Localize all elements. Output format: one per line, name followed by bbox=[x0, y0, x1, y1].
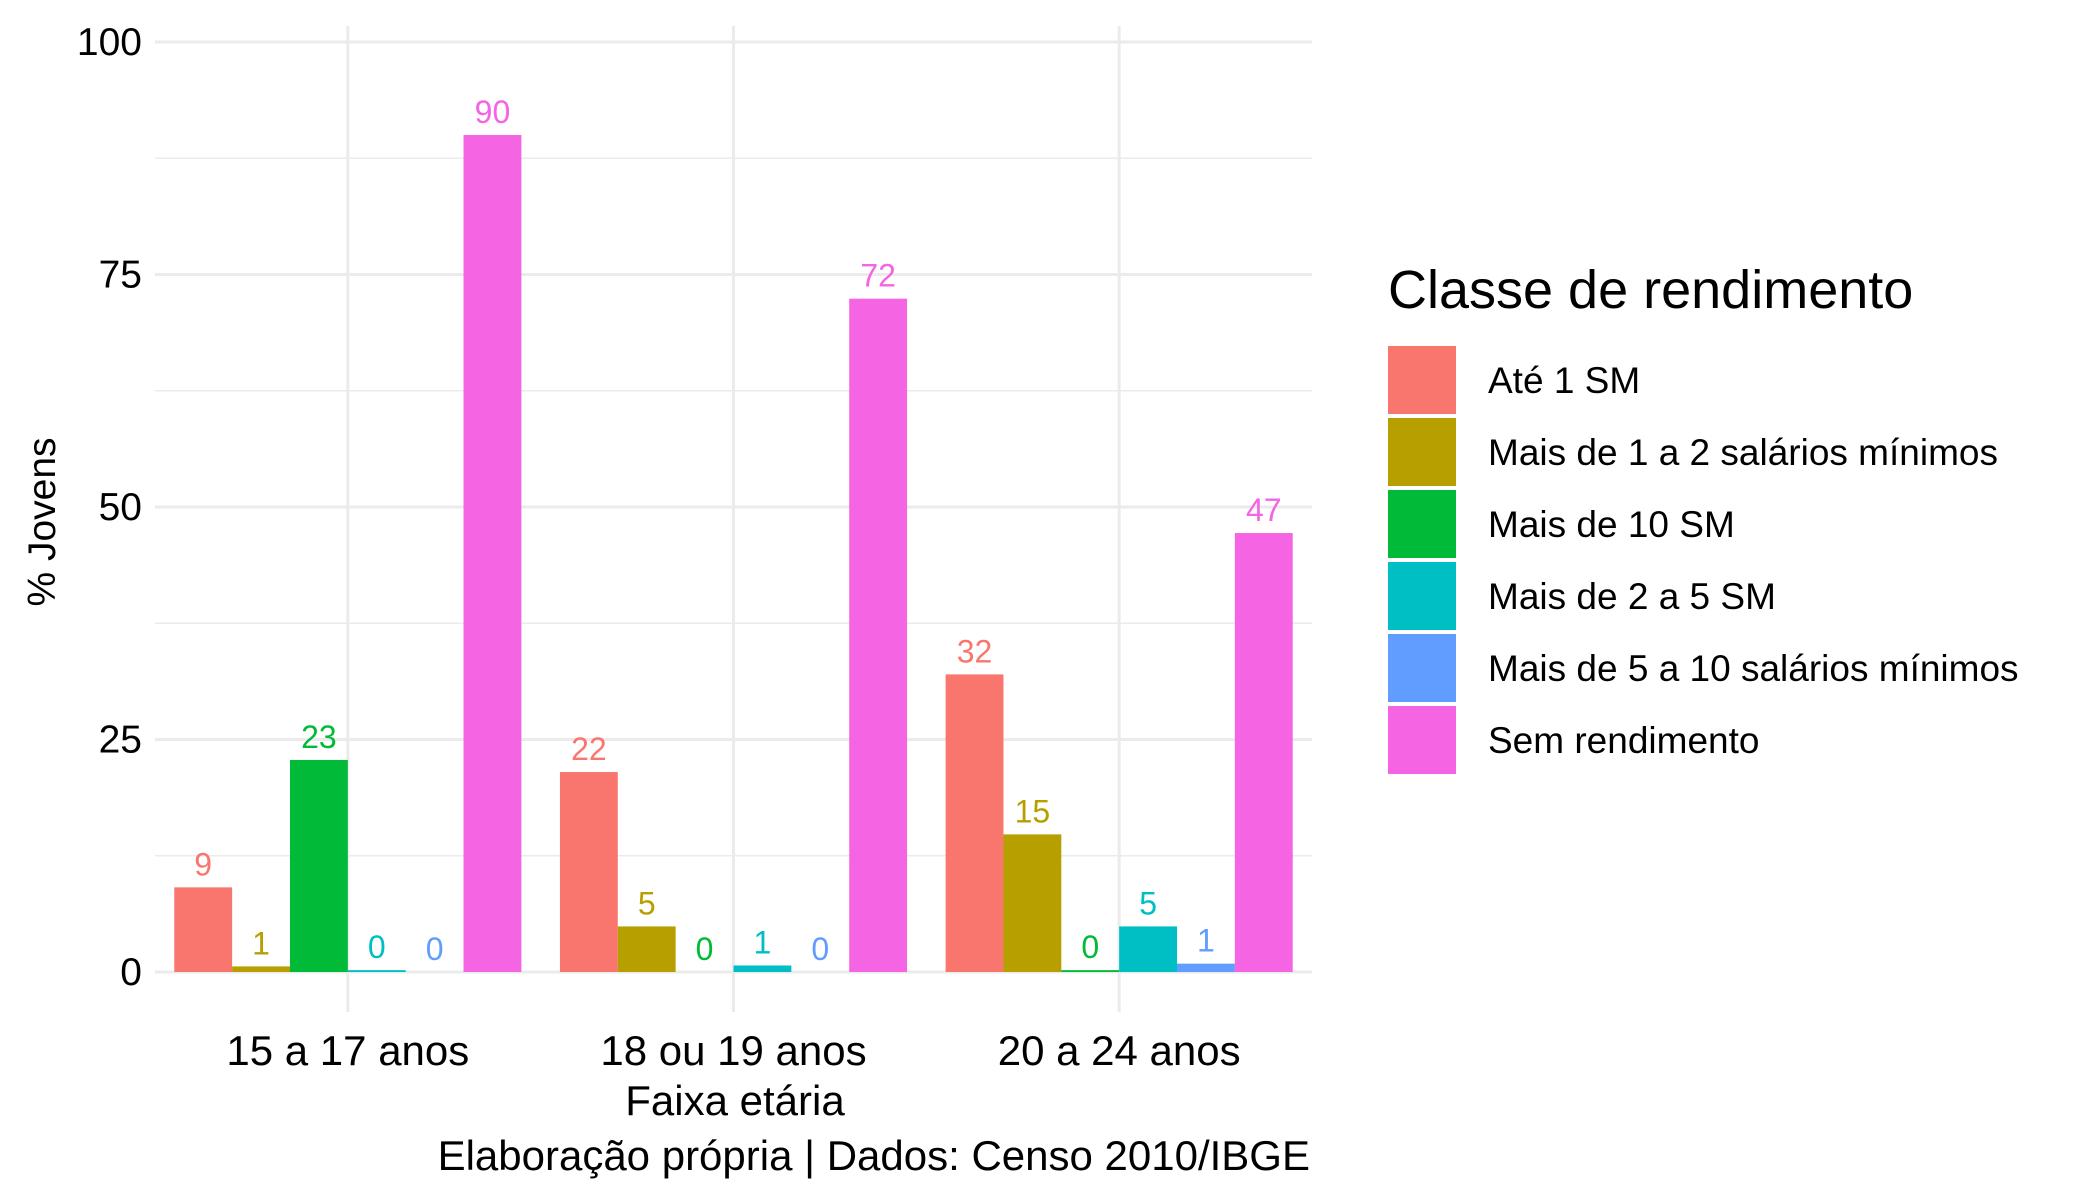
legend: Classe de rendimento Até 1 SM Mais de 1 a… bbox=[1388, 260, 2019, 774]
bar-value-label: 0 bbox=[368, 929, 386, 965]
bar-value-label: 0 bbox=[811, 931, 829, 967]
bar-value-label: 1 bbox=[252, 925, 270, 961]
bar bbox=[617, 926, 676, 972]
legend-label: Mais de 2 a 5 SM bbox=[1488, 576, 1776, 617]
x-tick-label: 15 a 17 anos bbox=[226, 1027, 469, 1074]
y-tick-label: 50 bbox=[99, 486, 142, 529]
x-axis: 15 a 17 anos 18 ou 19 anos 20 a 24 anos bbox=[226, 1027, 1240, 1074]
y-tick-label: 100 bbox=[77, 21, 142, 64]
legend-swatch bbox=[1388, 634, 1456, 702]
legend-label: Mais de 10 SM bbox=[1488, 504, 1735, 545]
x-tick-label: 20 a 24 anos bbox=[998, 1027, 1241, 1074]
bar bbox=[289, 759, 348, 972]
legend-label: Mais de 5 a 10 salários mínimos bbox=[1488, 648, 2019, 689]
bar-value-label: 23 bbox=[301, 719, 337, 755]
bar-value-label: 0 bbox=[1081, 929, 1099, 965]
chart-caption: Elaboração própria | Dados: Censo 2010/I… bbox=[438, 1132, 1310, 1179]
bars bbox=[174, 135, 1293, 972]
legend-swatch bbox=[1388, 418, 1456, 486]
bar-value-label: 32 bbox=[957, 633, 993, 669]
legend-label: Até 1 SM bbox=[1488, 360, 1640, 401]
bar-value-label: 1 bbox=[754, 924, 772, 960]
bar bbox=[945, 674, 1004, 972]
x-tick-label: 18 ou 19 anos bbox=[600, 1027, 866, 1074]
legend-label: Sem rendimento bbox=[1488, 720, 1759, 761]
legend-title: Classe de rendimento bbox=[1388, 260, 1913, 320]
bar-value-label: 1 bbox=[1197, 923, 1215, 959]
legend-swatch bbox=[1388, 706, 1456, 774]
y-tick-label: 25 bbox=[99, 719, 142, 762]
bar-value-label: 0 bbox=[696, 931, 714, 967]
x-axis-title: Faixa etária bbox=[625, 1077, 845, 1124]
bar-value-label: 22 bbox=[571, 731, 607, 767]
data-labels: 9 1 23 0 0 90 22 5 0 1 0 72 32 15 0 5 1 47 bbox=[194, 94, 1281, 967]
bar-value-label: 15 bbox=[1015, 793, 1051, 829]
bar bbox=[232, 966, 290, 972]
bar bbox=[1003, 834, 1062, 972]
bar-value-label: 47 bbox=[1246, 492, 1282, 528]
bar bbox=[849, 298, 908, 972]
bar bbox=[1061, 970, 1120, 972]
legend-swatch bbox=[1388, 346, 1456, 414]
bar-value-label: 9 bbox=[194, 846, 212, 882]
bar bbox=[347, 970, 406, 972]
bar-value-label: 0 bbox=[426, 931, 444, 967]
bar bbox=[463, 135, 522, 972]
legend-label: Mais de 1 a 2 salários mínimos bbox=[1488, 432, 1998, 473]
bar bbox=[733, 965, 792, 972]
bar bbox=[1177, 963, 1235, 972]
y-axis: 0 25 50 75 100 bbox=[77, 21, 142, 994]
bar-value-label: 72 bbox=[860, 258, 896, 294]
bar bbox=[1119, 926, 1178, 972]
bar bbox=[1234, 533, 1293, 972]
bar-value-label: 5 bbox=[1139, 885, 1157, 921]
bar bbox=[559, 772, 618, 972]
y-tick-label: 75 bbox=[99, 254, 142, 297]
y-axis-title: % Jovens bbox=[21, 437, 64, 606]
y-tick-label: 0 bbox=[120, 951, 142, 994]
legend-swatch bbox=[1388, 490, 1456, 558]
legend-swatch bbox=[1388, 562, 1456, 630]
bar-value-label: 5 bbox=[638, 885, 656, 921]
bar-value-label: 90 bbox=[475, 94, 511, 130]
bar bbox=[174, 887, 233, 972]
